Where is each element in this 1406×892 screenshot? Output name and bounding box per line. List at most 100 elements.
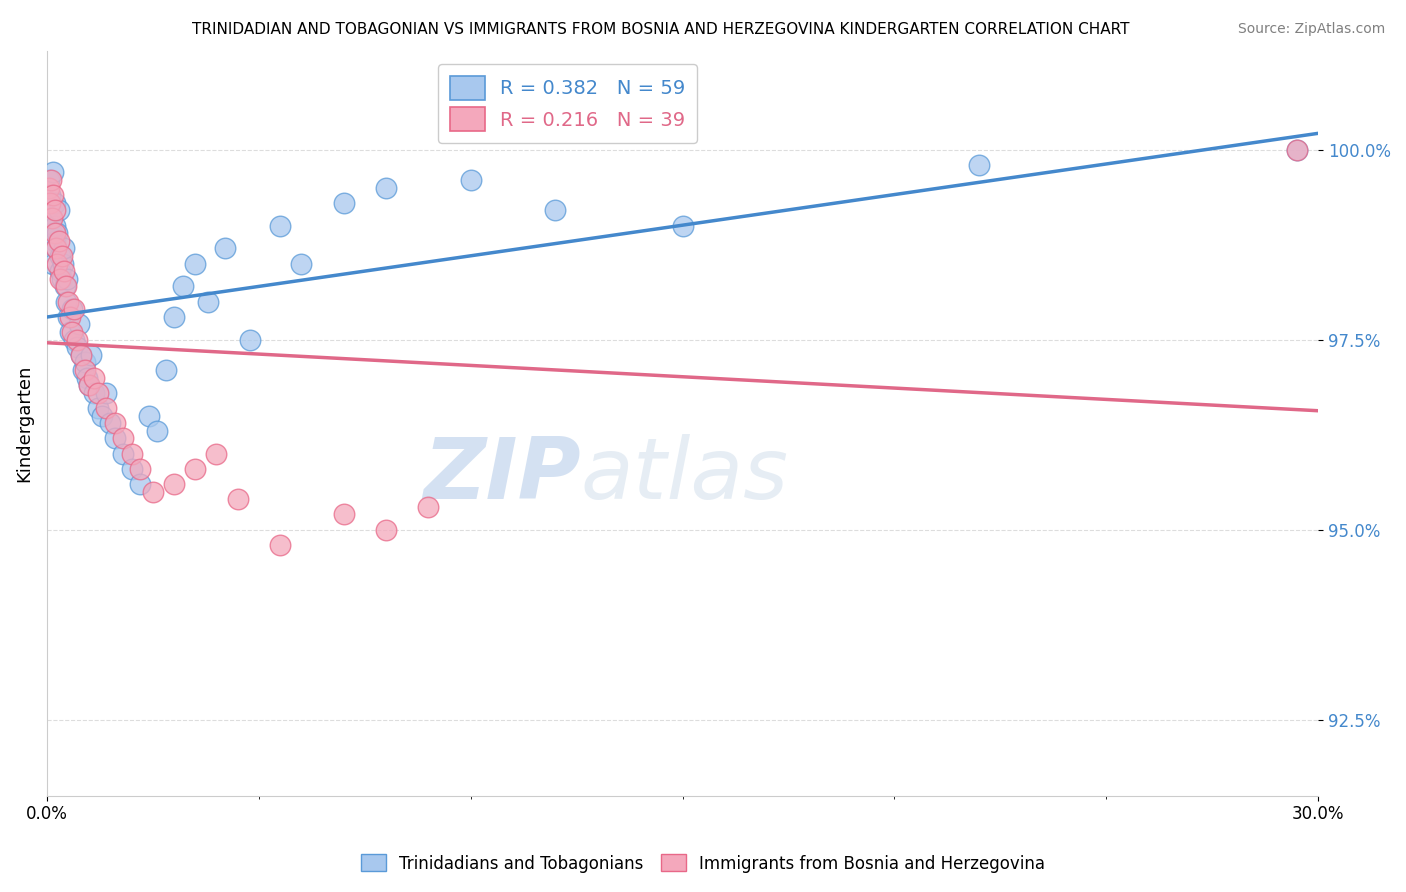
Point [42,256,65,270]
Point [418,500,440,514]
Point [1286,143,1309,157]
Point [96,385,118,400]
Point [83,385,105,400]
Point [239,333,262,347]
Text: ZIP: ZIP [423,434,581,516]
Point [967,158,990,172]
Point [112,447,135,461]
Point [77,378,100,392]
Point [87,401,110,415]
Point [142,484,165,499]
Point [184,462,207,476]
Point [39,195,62,210]
Point [138,409,160,423]
Point [290,256,312,270]
Point [44,219,66,233]
Point [44,203,66,218]
Point [38,180,60,194]
Point [269,538,291,552]
Point [41,211,63,225]
Point [42,165,65,179]
Point [63,333,86,347]
Point [56,310,79,324]
Legend: Trinidadians and Tobagonians, Immigrants from Bosnia and Herzegovina: Trinidadians and Tobagonians, Immigrants… [354,847,1052,880]
Point [53,279,76,293]
Point [38,173,60,187]
Point [65,340,87,354]
Point [49,264,72,278]
Point [374,180,396,194]
Point [129,477,152,491]
Point [269,219,291,233]
Point [41,226,63,240]
Point [55,279,77,293]
Point [46,226,69,240]
Point [59,310,82,324]
Point [83,370,105,384]
Point [73,355,96,369]
Point [39,211,62,225]
Point [60,302,83,317]
Point [51,272,73,286]
Point [69,348,91,362]
Point [163,310,186,324]
Text: Source: ZipAtlas.com: Source: ZipAtlas.com [1237,22,1385,37]
Point [48,249,70,263]
Point [56,294,79,309]
Point [59,325,82,339]
Point [52,264,75,278]
Point [39,188,62,202]
Point [51,249,73,263]
Point [104,416,127,430]
Point [42,188,65,202]
Point [76,370,98,384]
Point [39,173,62,187]
Point [45,241,67,255]
Point [44,226,66,240]
Point [104,432,127,446]
Point [52,256,75,270]
Point [205,447,228,461]
Point [214,241,236,255]
Point [48,234,70,248]
Point [1286,143,1309,157]
Point [55,294,77,309]
Point [44,195,66,210]
Point [544,203,567,218]
Point [72,363,94,377]
Point [100,416,122,430]
Point [63,302,86,317]
Point [197,294,219,309]
Point [91,409,114,423]
Point [172,279,194,293]
Text: atlas: atlas [581,434,789,516]
Point [87,385,110,400]
Point [121,462,143,476]
Point [184,256,207,270]
Point [146,424,169,438]
Y-axis label: Kindergarten: Kindergarten [15,365,32,482]
Point [65,333,87,347]
Point [332,508,354,522]
Point [121,447,143,461]
Point [155,363,177,377]
Point [112,432,135,446]
Point [56,272,79,286]
Point [374,523,396,537]
Legend: R = 0.382   N = 59, R = 0.216   N = 39: R = 0.382 N = 59, R = 0.216 N = 39 [439,64,697,143]
Point [73,363,96,377]
Point [46,256,69,270]
Point [77,378,100,392]
Point [69,348,91,362]
Point [45,241,67,255]
Point [96,401,118,415]
Point [460,173,482,187]
Point [60,325,83,339]
Point [332,195,354,210]
Point [163,477,186,491]
Point [671,219,693,233]
Point [48,203,70,218]
Point [129,462,152,476]
Point [48,272,70,286]
Point [226,492,249,507]
